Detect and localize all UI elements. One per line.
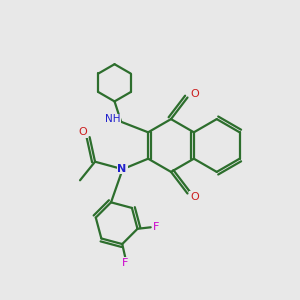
Text: NH: NH [105,114,121,124]
Text: O: O [190,192,199,202]
Text: F: F [122,258,128,268]
Text: O: O [79,127,87,137]
Text: N: N [117,164,127,174]
Text: O: O [190,89,199,99]
Text: F: F [153,222,159,232]
